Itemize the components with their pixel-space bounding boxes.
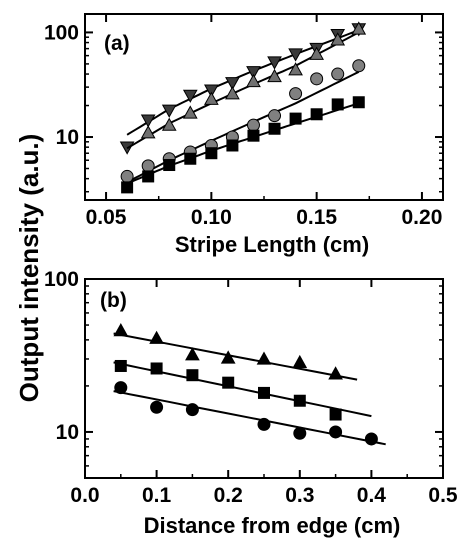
series-triangle-up bbox=[113, 323, 358, 381]
x-tick-label: 0.15 bbox=[296, 206, 337, 229]
series-circle bbox=[120, 59, 366, 184]
fit-line bbox=[113, 332, 358, 381]
data-point bbox=[293, 426, 307, 440]
data-point bbox=[222, 376, 235, 389]
fit-line bbox=[126, 31, 360, 150]
fit-line bbox=[126, 102, 360, 185]
data-point bbox=[331, 67, 345, 81]
x-tick-label: 0.05 bbox=[86, 206, 127, 229]
x-tick-label: 0.4 bbox=[357, 484, 387, 507]
fit-line bbox=[113, 390, 386, 446]
x-tick-label: 0.0 bbox=[70, 484, 99, 507]
data-point bbox=[268, 122, 281, 135]
y-tick-label: 100 bbox=[44, 21, 79, 44]
data-point bbox=[310, 108, 323, 121]
data-point bbox=[268, 109, 282, 123]
data-point bbox=[182, 105, 198, 119]
panel-label: (a) bbox=[104, 32, 130, 55]
data-point bbox=[113, 323, 129, 337]
data-point bbox=[226, 139, 239, 152]
data-point bbox=[310, 72, 324, 86]
x-tick-label: 0.2 bbox=[214, 484, 243, 507]
data-point bbox=[289, 87, 303, 101]
x-tick-label: 0.1 bbox=[142, 484, 172, 507]
data-point bbox=[161, 117, 177, 131]
series-square bbox=[113, 359, 372, 421]
data-point bbox=[204, 91, 219, 105]
data-point bbox=[331, 98, 344, 111]
y-tick-label: 100 bbox=[44, 268, 79, 291]
x-tick-label: 0.5 bbox=[428, 484, 458, 507]
x-axis-label: Stripe Length (cm) bbox=[175, 232, 369, 257]
data-point bbox=[258, 386, 270, 399]
data-point bbox=[140, 114, 156, 128]
data-point bbox=[114, 359, 127, 372]
data-point bbox=[204, 84, 219, 98]
data-point bbox=[184, 152, 197, 165]
data-point bbox=[246, 73, 261, 88]
data-point bbox=[246, 66, 261, 80]
data-point bbox=[352, 59, 366, 73]
data-point bbox=[364, 432, 378, 446]
series-square bbox=[121, 96, 365, 194]
data-point bbox=[225, 77, 240, 91]
data-point bbox=[205, 147, 218, 160]
data-point bbox=[186, 369, 199, 382]
data-point bbox=[288, 48, 303, 62]
data-point bbox=[150, 400, 164, 414]
data-point bbox=[246, 118, 260, 132]
data-point bbox=[351, 21, 367, 35]
data-point bbox=[225, 86, 240, 100]
x-axis-label: Distance from edge (cm) bbox=[144, 513, 401, 538]
data-point bbox=[220, 350, 236, 364]
data-point bbox=[267, 56, 282, 70]
data-point bbox=[288, 62, 303, 76]
data-point bbox=[257, 417, 271, 431]
data-point bbox=[185, 403, 199, 417]
data-point bbox=[149, 330, 164, 344]
panel-a: 0.05 0.10 0.15 0.20 10 100 (a) Stripe Length (c… bbox=[44, 13, 444, 257]
data-point bbox=[182, 89, 198, 103]
data-point bbox=[328, 366, 343, 380]
data-point bbox=[161, 104, 177, 118]
data-point bbox=[329, 408, 342, 421]
data-point bbox=[114, 381, 128, 395]
plot-frame bbox=[84, 278, 444, 479]
data-point bbox=[293, 394, 306, 407]
series-circle bbox=[113, 381, 386, 446]
y-axis-label: Output intensity (a.u.) bbox=[14, 134, 44, 403]
data-point bbox=[256, 351, 272, 365]
data-point bbox=[329, 425, 343, 439]
fit-line bbox=[126, 29, 360, 136]
data-point bbox=[121, 181, 134, 194]
series-triangle-up bbox=[126, 21, 367, 150]
panel-b: 0.0 0.1 0.2 0.3 0.4 0.5 10 100 (b) Distance from … bbox=[44, 268, 458, 538]
y-tick-label: 10 bbox=[56, 126, 79, 149]
data-point bbox=[267, 68, 282, 83]
data-point bbox=[142, 170, 155, 183]
data-point bbox=[309, 46, 324, 60]
y-tick-label: 10 bbox=[56, 421, 79, 444]
data-point bbox=[289, 112, 302, 125]
data-point bbox=[330, 32, 346, 46]
data-point bbox=[141, 159, 155, 173]
data-point bbox=[352, 96, 365, 109]
data-point bbox=[140, 125, 156, 139]
x-tick-label: 0.10 bbox=[191, 206, 232, 229]
panel-label: (b) bbox=[100, 289, 127, 312]
x-tick-label: 0.3 bbox=[285, 484, 314, 507]
data-point bbox=[185, 347, 200, 361]
x-tick-label: 0.20 bbox=[402, 206, 443, 229]
data-point bbox=[163, 159, 176, 172]
data-point bbox=[150, 362, 163, 375]
data-point bbox=[247, 129, 260, 142]
data-point bbox=[292, 354, 308, 369]
plot-frame bbox=[84, 13, 444, 201]
